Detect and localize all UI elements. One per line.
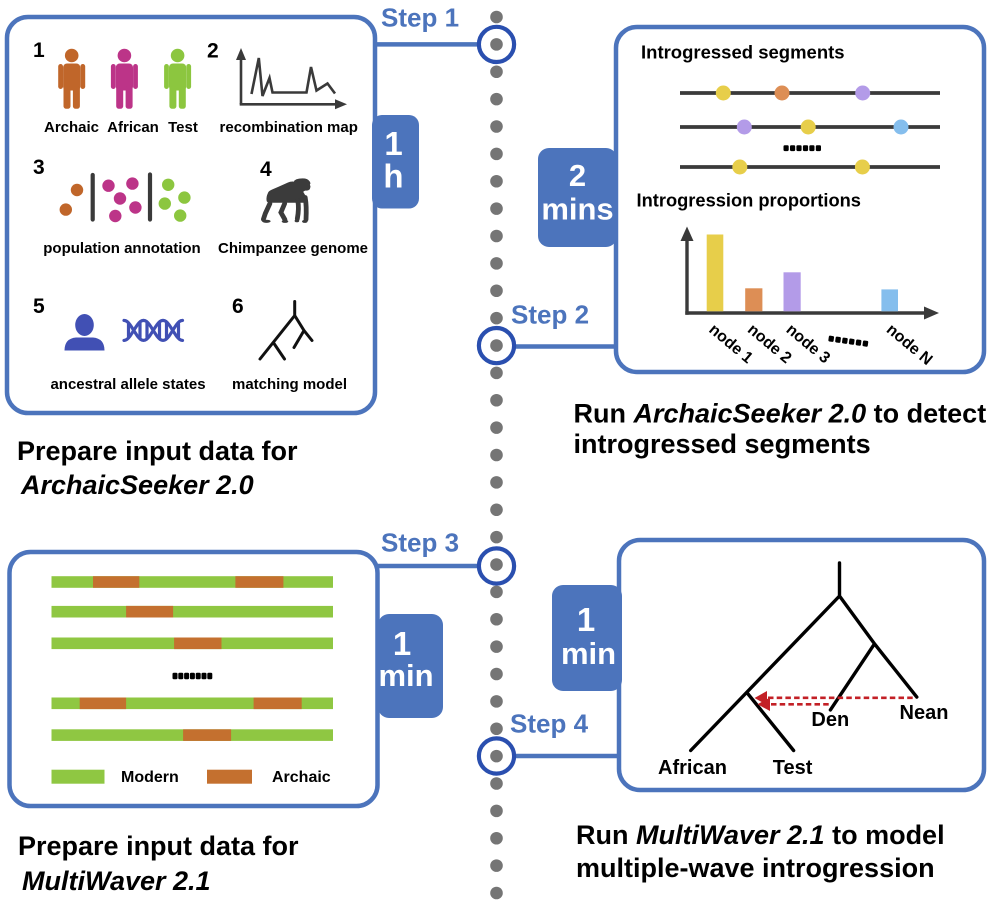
svg-text:recombination map: recombination map	[220, 119, 358, 136]
svg-text:Step 1: Step 1	[381, 3, 459, 33]
svg-text:MultiWaver 2.1: MultiWaver 2.1	[22, 866, 211, 896]
svg-text:1: 1	[33, 39, 45, 62]
svg-text:6: 6	[232, 295, 244, 318]
svg-text:3: 3	[33, 156, 45, 179]
svg-text:African: African	[658, 757, 727, 779]
svg-text:Modern: Modern	[121, 769, 179, 786]
svg-text:Prepare input data for: Prepare input data for	[18, 831, 299, 861]
svg-text:Prepare input data for: Prepare input data for	[17, 436, 298, 466]
svg-text:Den: Den	[811, 709, 849, 731]
svg-text:5: 5	[33, 295, 45, 318]
svg-text:Test: Test	[773, 757, 813, 779]
svg-text:Introgression proportions: Introgression proportions	[637, 190, 861, 211]
svg-text:multiple-wave introgression: multiple-wave introgression	[576, 853, 935, 883]
svg-text:Run MultiWaver 2.1 to model: Run MultiWaver 2.1 to model	[576, 820, 945, 850]
svg-text:1: 1	[384, 125, 402, 162]
svg-text:African: African	[107, 119, 159, 136]
svg-text:Step 4: Step 4	[510, 709, 589, 739]
svg-text:Nean: Nean	[900, 702, 949, 724]
svg-text:population annotation: population annotation	[43, 240, 200, 257]
svg-text:min: min	[378, 658, 433, 693]
svg-text:Introgressed segments: Introgressed segments	[641, 42, 845, 63]
svg-text:Step 3: Step 3	[381, 528, 459, 558]
svg-text:Test: Test	[168, 119, 198, 136]
svg-text:1: 1	[393, 625, 411, 662]
svg-text:h: h	[383, 158, 403, 195]
svg-text:Chimpanzee genome: Chimpanzee genome	[218, 240, 368, 257]
svg-text:matching model: matching model	[232, 376, 347, 393]
svg-text:Archaic: Archaic	[44, 119, 99, 136]
svg-text:min: min	[561, 636, 616, 671]
svg-text:Run ArchaicSeeker 2.0 to detec: Run ArchaicSeeker 2.0 to detect	[574, 399, 987, 429]
svg-text:2: 2	[569, 158, 586, 193]
svg-text:1: 1	[577, 601, 595, 638]
svg-text:4: 4	[260, 158, 272, 181]
svg-text:Archaic: Archaic	[272, 769, 331, 786]
svg-text:ArchaicSeeker 2.0: ArchaicSeeker 2.0	[20, 470, 254, 500]
svg-text:2: 2	[207, 40, 219, 63]
svg-text:mins: mins	[541, 192, 613, 227]
svg-text:Step 2: Step 2	[511, 300, 589, 330]
svg-text:ancestral allele states: ancestral allele states	[50, 376, 205, 393]
svg-text:introgressed segments: introgressed segments	[574, 429, 871, 459]
